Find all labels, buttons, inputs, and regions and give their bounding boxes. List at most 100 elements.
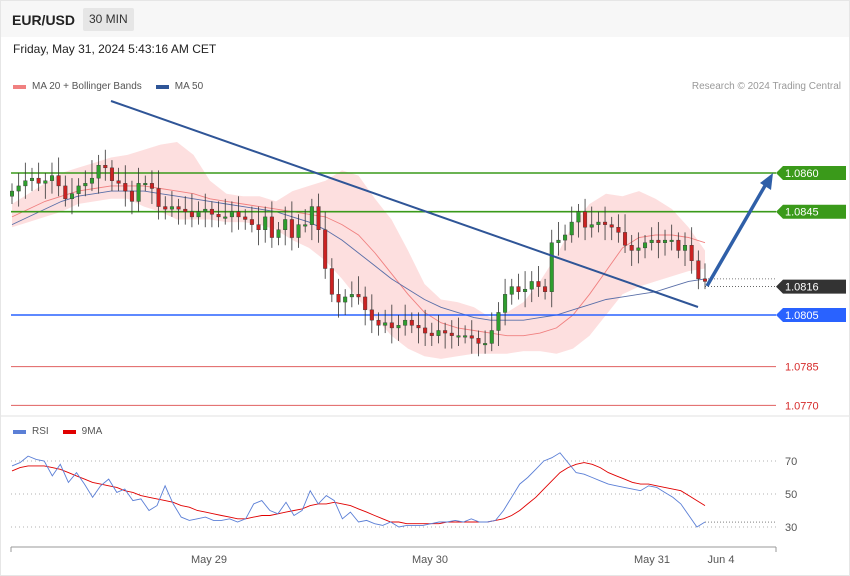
candle: [196, 211, 201, 218]
candle: [69, 193, 74, 200]
rsi-legend: RSI 9MA: [13, 426, 102, 437]
candle: [443, 330, 448, 334]
candle: [56, 175, 61, 187]
candle: [523, 288, 528, 292]
rsi-ma9-line: [11, 462, 706, 525]
level-label-1.0845: 1.0845: [785, 207, 819, 219]
candle: [396, 325, 401, 329]
candle: [36, 177, 41, 184]
candle: [583, 211, 588, 228]
x-tick-label: Jun 4: [708, 554, 735, 566]
ma50-swatch-icon: [155, 84, 169, 89]
candle: [596, 221, 601, 225]
candle: [343, 296, 348, 303]
datetime-label: Friday, May 31, 2024 5:43:16 AM CET: [13, 42, 217, 56]
legend-rsi: RSI: [32, 426, 49, 437]
forecast-arrow-shaft: [705, 183, 768, 287]
toolbar: EUR/USD 30 MIN: [1, 1, 849, 37]
candle: [429, 332, 434, 336]
candle: [216, 214, 221, 218]
candle: [489, 330, 494, 344]
candle: [109, 167, 114, 181]
candle: [563, 234, 568, 241]
x-tick-label: May 29: [191, 554, 227, 566]
candle: [23, 180, 28, 187]
candle: [389, 322, 394, 329]
candle: [609, 224, 614, 228]
candle: [636, 247, 641, 251]
candle: [143, 183, 148, 186]
candle: [369, 309, 374, 321]
candle: [176, 206, 181, 210]
rsi-tick-label: 70: [785, 456, 797, 468]
candle: [256, 224, 261, 231]
timeframe-badge[interactable]: 30 MIN: [83, 8, 134, 31]
candle: [549, 242, 554, 292]
candle: [623, 232, 628, 246]
candle: [536, 281, 541, 287]
credit-label: Research © 2024 Trading Central: [691, 81, 841, 92]
candle: [269, 216, 274, 238]
candle: [383, 322, 388, 326]
bollinger-band: [12, 142, 705, 359]
candle: [409, 319, 414, 326]
candle: [663, 239, 668, 243]
candle: [163, 206, 168, 210]
rsi-line: [11, 452, 706, 528]
candle: [229, 211, 234, 218]
candle: [263, 216, 268, 231]
candle: [243, 216, 248, 220]
candle: [169, 206, 174, 210]
candle: [329, 268, 334, 295]
candle: [223, 216, 228, 219]
candle: [403, 319, 408, 326]
candle: [309, 206, 314, 225]
ma9-swatch-icon: [62, 429, 76, 434]
level-tag-1.0860: [776, 166, 846, 180]
candle: [76, 185, 81, 194]
candle: [676, 239, 681, 251]
level-tag-1.0845: [776, 204, 846, 219]
level-label-1.0770: 1.0770: [785, 400, 819, 412]
candle: [496, 312, 501, 331]
candle: [509, 286, 514, 295]
level-label-1.0816: 1.0816: [785, 282, 819, 294]
candle: [449, 332, 454, 336]
candle: [96, 165, 101, 179]
candle: [156, 188, 161, 207]
panel-separator: [1, 415, 849, 417]
forecast-arrow-head: [760, 173, 773, 190]
candle: [436, 330, 441, 336]
candle: [456, 335, 461, 338]
candle: [603, 221, 608, 225]
legend-ma20: MA 20 + Bollinger Bands: [32, 81, 142, 92]
candle: [183, 208, 188, 212]
candle: [703, 278, 708, 282]
candle: [656, 239, 661, 243]
candle: [29, 177, 34, 181]
rsi-swatch-icon: [13, 429, 26, 434]
candle: [16, 185, 21, 192]
candle: [249, 219, 254, 225]
level-tag-1.0816: [776, 279, 846, 294]
candle: [683, 245, 688, 251]
ma50-line: [11, 190, 706, 321]
candle: [476, 338, 481, 344]
candle: [316, 206, 321, 230]
candle: [123, 183, 128, 192]
x-tick-label: May 30: [412, 554, 448, 566]
candle: [516, 286, 521, 292]
candle: [49, 175, 54, 181]
x-tick-label: May 31: [634, 554, 670, 566]
candle: [323, 229, 328, 269]
rsi-tick-label: 30: [785, 522, 797, 534]
ma20-swatch-icon: [13, 84, 26, 89]
candle: [9, 190, 14, 197]
candle: [43, 180, 48, 184]
candle: [376, 319, 381, 326]
rsi-tick-label: 50: [785, 489, 797, 501]
candle: [589, 224, 594, 228]
candle: [303, 224, 308, 227]
candle: [296, 224, 301, 238]
